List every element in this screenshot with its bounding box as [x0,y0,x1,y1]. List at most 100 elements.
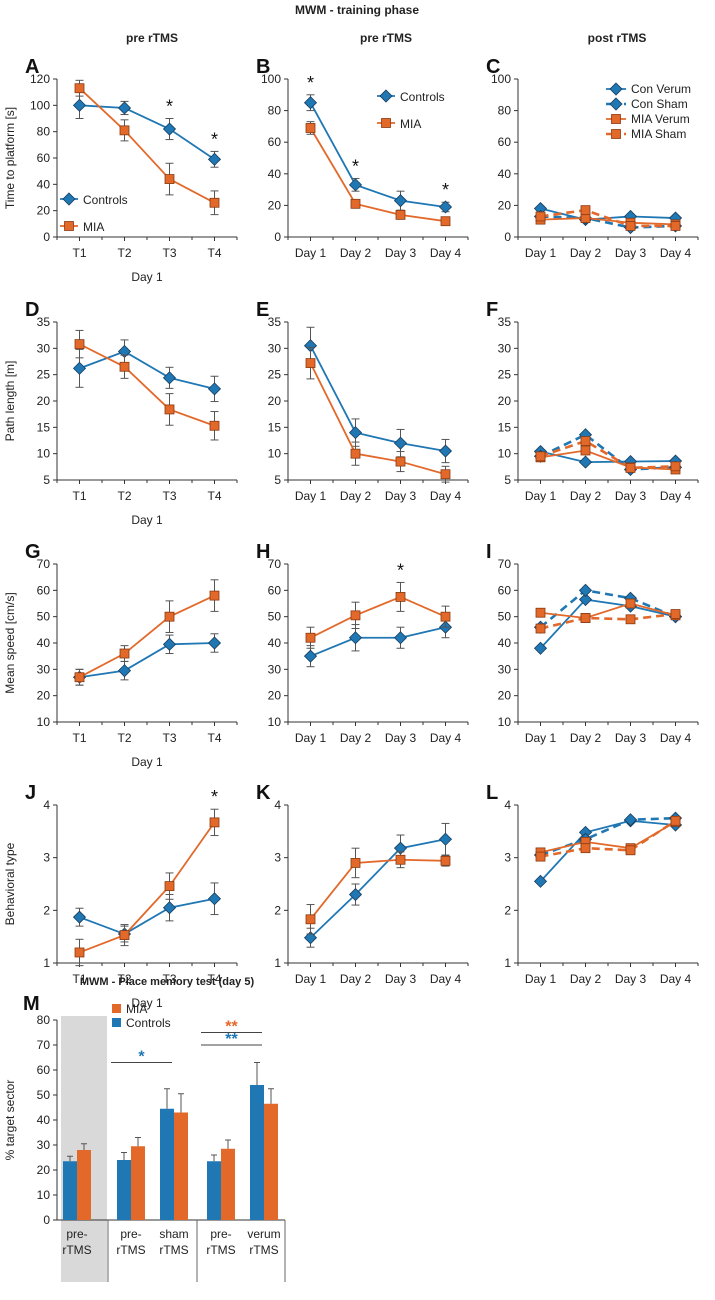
legend-marker [379,89,393,103]
legend-label: Controls [126,1016,171,1030]
data-point [72,98,87,112]
y-tick-label: 50 [37,610,51,624]
legend-marker [62,192,76,206]
x-tick-label: Day 4 [660,972,692,986]
x-tick-label: T4 [207,489,221,503]
panel-L: 1 2 3 4 Day 1 Day 2 Day 3 Day 4 L [486,782,699,986]
legend-label: MIA [400,117,421,131]
legend-label: Con Sham [631,97,688,111]
x-tick-label: T3 [162,731,176,745]
data-point [533,874,548,888]
data-point [440,216,451,227]
legend: Controls MIA [60,192,128,234]
data-point [625,221,636,231]
y-tick-label: 80 [37,1013,51,1027]
data-point [207,152,222,166]
x-tick-label: Day 4 [660,731,692,745]
series-line-mia [309,858,446,920]
x-tick-label: T1 [72,489,86,503]
data-point [305,123,316,133]
series-line-mia [78,87,215,204]
legend-label: MIA Verum [631,112,690,126]
x-axis-label: Day 1 [131,270,163,284]
y-tick-label: 50 [498,610,512,624]
x-tick-label: Day 1 [295,731,327,745]
panel-D: 5 10 15 20 25 30 35 T1 T2 T3 T4 Day 1 Path length [m… [3,299,238,527]
data-point [207,892,222,906]
data-point [535,851,546,862]
legend-label: Controls [400,90,445,104]
data-point [623,813,638,827]
y-tick-label: 100 [30,98,50,112]
legend-marker [381,118,391,128]
group-label-bottom: rTMS [159,1243,188,1257]
y-tick-label: 40 [498,167,512,181]
y-tick-label: 20 [37,1163,51,1177]
y-tick-label: 70 [37,557,51,571]
series-line-mia [79,343,215,427]
data-point [305,358,316,368]
data-point [580,436,591,446]
significance-star: * [397,560,404,580]
x-tick-label: T1 [72,972,86,986]
legend-label: MIA [126,1002,147,1016]
x-tick-label: Day 2 [570,246,602,260]
group-label-top: pre- [120,1227,141,1241]
x-tick-label: Day 2 [340,246,372,260]
data-point [74,947,85,958]
x-tick-label: T2 [117,246,131,260]
data-point [625,598,636,609]
y-tick-label: 35 [37,315,51,329]
y-tick-label: 10 [268,715,282,729]
y-tick-label: 40 [268,636,282,650]
data-point [72,361,87,375]
y-tick-label: 25 [268,368,282,382]
column-header-2: pre rTMS [360,31,412,45]
y-tick-label: 3 [504,851,511,865]
y-tick-label: 80 [37,125,51,139]
data-point [164,881,175,892]
y-tick-label: 15 [37,420,51,434]
y-tick-label: 20 [37,204,51,218]
y-tick-label: 30 [37,662,51,676]
y-tick-label: 4 [504,798,511,812]
panel-letter: M [23,993,40,1015]
data-point [164,174,175,184]
y-axis-label: % target sector [3,1080,17,1161]
data-point [162,371,177,385]
data-point [74,672,85,683]
series-line-mia-verum [540,449,676,471]
data-point [535,451,546,462]
data-point [670,609,681,619]
data-point [440,611,451,622]
panel-letter: G [25,541,41,563]
panel-K: 1 2 3 4 Day 1 Day 2 Day 3 Day 4 K [256,782,469,986]
panel-E: 5 10 15 20 25 30 35 Day 1 Day 2 Day 3 Day 4 E [256,299,469,503]
data-point [207,382,222,396]
series-line-con-verum [540,450,676,463]
x-tick-label: Day 2 [570,489,602,503]
series-line-mia-sham [540,612,676,630]
y-tick-label: 2 [504,903,511,917]
y-tick-label: 1 [274,956,281,970]
series-line-mia [310,595,446,639]
y-tick-label: 40 [268,167,282,181]
data-point [117,101,132,115]
y-tick-label: 60 [37,1063,51,1077]
x-tick-label: Day 4 [660,246,692,260]
group-label-bottom: rTMS [249,1243,278,1257]
legend-label: Con Verum [631,82,691,96]
y-tick-label: 100 [491,72,511,86]
bar-mia [77,1150,91,1220]
x-tick-label: T3 [162,246,176,260]
panel-letter: L [486,782,498,804]
data-point [438,200,453,214]
series-line-mia [79,594,215,679]
legend-marker [611,114,621,124]
data-point [535,623,546,634]
bar-controls [117,1160,131,1220]
data-point [393,194,408,208]
